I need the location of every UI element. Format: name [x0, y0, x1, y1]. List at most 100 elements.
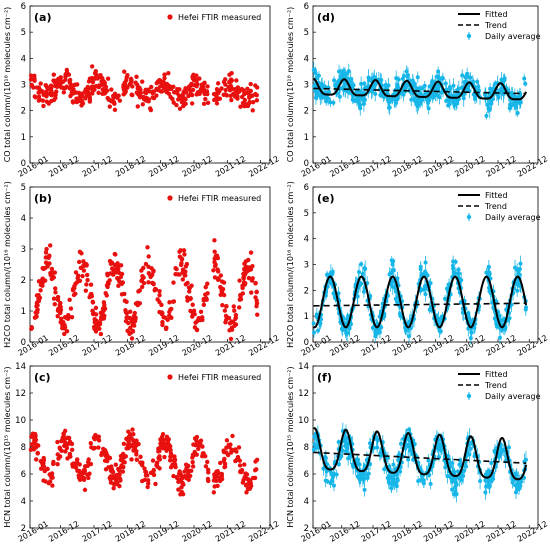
data-point [84, 282, 89, 287]
data-point [114, 266, 120, 271]
data-point [135, 300, 140, 306]
data-point [386, 83, 391, 88]
data-point [160, 322, 165, 328]
data-point [362, 266, 367, 271]
data-point [79, 475, 84, 480]
data-point [167, 458, 173, 463]
data-point [119, 281, 125, 287]
data-point [240, 480, 246, 485]
y-tick-label: 1 [21, 307, 26, 317]
data-point [337, 69, 342, 74]
data-point [131, 431, 136, 437]
data-point [513, 490, 518, 495]
y-tick-label: 2 [304, 524, 309, 534]
data-point [255, 312, 260, 317]
data-point [229, 447, 234, 452]
data-point [234, 78, 239, 83]
data-point [166, 91, 172, 96]
data-point [471, 92, 476, 97]
data-point [146, 89, 152, 94]
legend-label: Fitted [485, 191, 508, 200]
data-point [457, 271, 462, 276]
data-point [126, 445, 131, 451]
data-point [212, 256, 217, 261]
data-point [407, 334, 412, 339]
data-point [115, 95, 120, 100]
data-point [203, 464, 209, 469]
data-point [162, 75, 167, 81]
y-axis-label: CO total column/(10¹⁸ molecules cm⁻²) [286, 7, 295, 163]
data-point [424, 97, 429, 102]
data-point [48, 83, 54, 88]
data-point [85, 277, 90, 283]
data-point [96, 83, 102, 88]
data-point [463, 464, 468, 469]
data-point [87, 99, 93, 104]
x-tick-label: 2022-12 [247, 154, 280, 179]
data-point [187, 289, 192, 294]
data-point [146, 280, 151, 285]
data-point [325, 272, 330, 277]
data-point [179, 476, 185, 481]
data-point [418, 91, 423, 96]
data-point [194, 78, 199, 83]
data-point [518, 261, 523, 266]
x-tick-label: 2020-12 [453, 154, 486, 179]
legend-label: Daily average [485, 392, 541, 401]
data-point [82, 89, 87, 95]
data-point [176, 479, 181, 484]
data-point [253, 295, 258, 300]
data-point [125, 72, 130, 78]
data-point [211, 490, 217, 495]
data-point [118, 263, 124, 268]
data-point [149, 84, 154, 90]
data-point [201, 101, 207, 107]
data-point [65, 316, 70, 321]
data-point [318, 94, 323, 99]
data-point [89, 86, 94, 91]
data-point [68, 86, 73, 91]
data-point [455, 469, 460, 474]
x-tick-label: 2017-12 [81, 519, 114, 544]
data-point [157, 309, 162, 315]
data-point [55, 462, 60, 467]
data-point [381, 94, 386, 99]
data-point [359, 81, 364, 86]
data-point [378, 79, 383, 84]
data-point [154, 463, 159, 468]
data-point [446, 98, 451, 103]
data-point [170, 299, 176, 304]
x-tick-label: 2019-12 [147, 333, 180, 358]
data-point [114, 481, 120, 486]
data-point [478, 478, 483, 483]
data-point [118, 274, 124, 280]
data-point [436, 75, 441, 80]
data-point [59, 316, 64, 322]
data-point [212, 260, 217, 265]
data-point [453, 271, 458, 276]
data-point [157, 292, 162, 298]
x-tick-label: 2016-12 [328, 519, 361, 544]
data-point [51, 72, 57, 77]
y-tick-label: 10 [15, 416, 26, 426]
data-point [194, 440, 200, 446]
data-point [77, 259, 82, 265]
data-point [35, 310, 40, 315]
data-point [167, 300, 172, 305]
data-point [130, 84, 135, 89]
data-point [254, 98, 260, 103]
data-point [156, 79, 162, 84]
data-point [31, 447, 37, 452]
data-point [36, 279, 42, 284]
y-tick-label: 5 [21, 28, 26, 38]
data-point [230, 433, 235, 439]
data-point [163, 88, 169, 94]
data-point [183, 264, 189, 269]
data-point [438, 448, 443, 453]
data-point [121, 82, 126, 88]
data-point [510, 480, 515, 485]
data-point [109, 87, 114, 92]
data-point [396, 85, 401, 90]
data-point [418, 477, 423, 482]
data-point [32, 76, 37, 81]
